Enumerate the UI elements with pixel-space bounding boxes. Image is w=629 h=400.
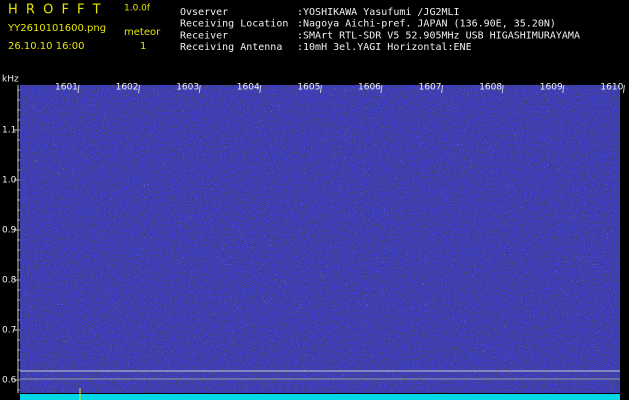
info-value: :SMArt RTL-SDR V5 52.905MHz USB HIGASHIM…	[297, 30, 580, 41]
x-tick	[622, 84, 625, 94]
info-label: Receiver	[180, 30, 228, 41]
x-tick	[319, 84, 322, 94]
y-tick-label: 0.6	[2, 376, 17, 386]
x-tick-label: 1606	[358, 83, 381, 93]
info-label: Ovserver	[180, 7, 228, 18]
x-tick	[259, 84, 262, 94]
x-tick	[138, 84, 141, 94]
y-tick-label: 0.9	[2, 226, 17, 236]
app-title: H R O F F T	[8, 3, 103, 18]
info-value: :Nagoya Aichi-pref. JAPAN (136.90E, 35.2…	[297, 19, 556, 30]
date-time: 26.10.10 16:00	[8, 41, 85, 52]
version: 1.0.0f	[124, 4, 151, 14]
x-tick-label: 1608	[479, 83, 502, 93]
x-tick-label: 1609	[540, 83, 563, 93]
x-tick-label: 1601	[55, 83, 78, 93]
x-tick-label: 1607	[419, 83, 442, 93]
x-tick	[198, 84, 201, 94]
y-tick-label: 0.8	[2, 276, 17, 286]
x-tick	[562, 84, 565, 94]
x-tick-label: 1610	[600, 83, 623, 93]
x-tick-label: 1605	[297, 83, 320, 93]
info-value: :YOSHIKAWA Yasufumi /JG2MLI	[297, 7, 460, 18]
count: 1	[140, 41, 146, 52]
x-tick	[441, 84, 444, 94]
y-tick-label: 0.7	[2, 326, 16, 336]
signal-level-band	[20, 394, 620, 400]
x-tick-label: 1603	[176, 83, 199, 93]
x-tick-label: 1602	[116, 83, 139, 93]
mode: meteor	[124, 27, 161, 38]
file-name: YY2610101600.png	[7, 23, 106, 34]
axis-unit: kHz	[2, 75, 19, 85]
info-label: Receiving Location	[180, 19, 288, 30]
info-label: Receiving Antenna	[180, 42, 282, 53]
x-tick	[380, 84, 383, 94]
x-tick-label: 1604	[237, 83, 260, 93]
spectrogram-speckle	[20, 85, 620, 393]
x-tick	[77, 84, 80, 94]
y-tick-label: 1.0	[2, 176, 17, 186]
y-tick-label: 1.1	[2, 126, 16, 136]
x-tick	[501, 84, 504, 94]
info-value: :10mH 3el.YAGI Horizontal:ENE	[297, 42, 472, 53]
